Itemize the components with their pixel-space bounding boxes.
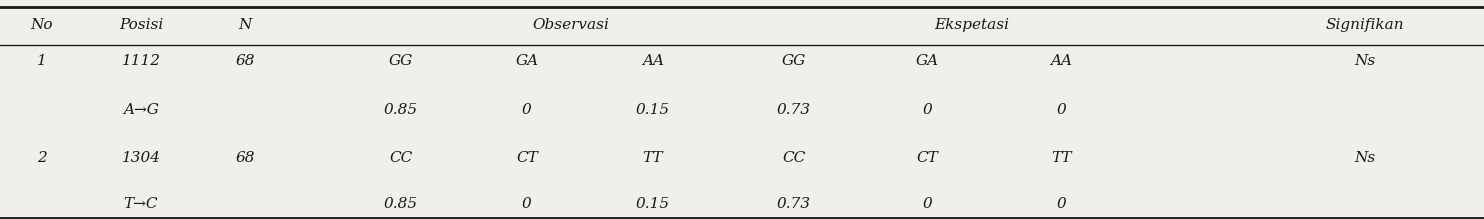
Text: T→C: T→C: [123, 197, 159, 211]
Text: CT: CT: [917, 151, 938, 165]
Text: CT: CT: [516, 151, 537, 165]
Text: Posisi: Posisi: [119, 18, 163, 32]
Text: CC: CC: [389, 151, 413, 165]
Text: 0.15: 0.15: [637, 102, 669, 117]
Text: AA: AA: [1051, 54, 1071, 68]
Text: 68: 68: [234, 54, 255, 68]
Text: 0: 0: [522, 102, 531, 117]
Text: Ns: Ns: [1355, 54, 1376, 68]
Text: 0: 0: [1057, 102, 1066, 117]
Text: 68: 68: [234, 151, 255, 165]
Text: 0: 0: [522, 197, 531, 211]
Text: 1304: 1304: [122, 151, 160, 165]
Text: No: No: [30, 18, 53, 32]
Text: TT: TT: [1051, 151, 1071, 165]
Text: GA: GA: [916, 54, 939, 68]
Text: 2: 2: [37, 151, 46, 165]
Text: 0.85: 0.85: [384, 197, 417, 211]
Text: 0.73: 0.73: [778, 102, 810, 117]
Text: GG: GG: [389, 54, 413, 68]
Text: GA: GA: [515, 54, 539, 68]
Text: 0: 0: [923, 102, 932, 117]
Text: AA: AA: [643, 54, 663, 68]
Text: 1112: 1112: [122, 54, 160, 68]
Text: Signifikan: Signifikan: [1327, 18, 1404, 32]
Text: TT: TT: [643, 151, 663, 165]
Text: Ns: Ns: [1355, 151, 1376, 165]
Text: 0.15: 0.15: [637, 197, 669, 211]
Text: CC: CC: [782, 151, 806, 165]
Text: 0: 0: [1057, 197, 1066, 211]
Text: GG: GG: [782, 54, 806, 68]
Text: Ekspetasi: Ekspetasi: [935, 18, 1009, 32]
Text: 1: 1: [37, 54, 46, 68]
Text: 0.85: 0.85: [384, 102, 417, 117]
Text: A→G: A→G: [123, 102, 159, 117]
Text: Observasi: Observasi: [533, 18, 610, 32]
Text: 0: 0: [923, 197, 932, 211]
Text: N: N: [237, 18, 252, 32]
Text: 0.73: 0.73: [778, 197, 810, 211]
